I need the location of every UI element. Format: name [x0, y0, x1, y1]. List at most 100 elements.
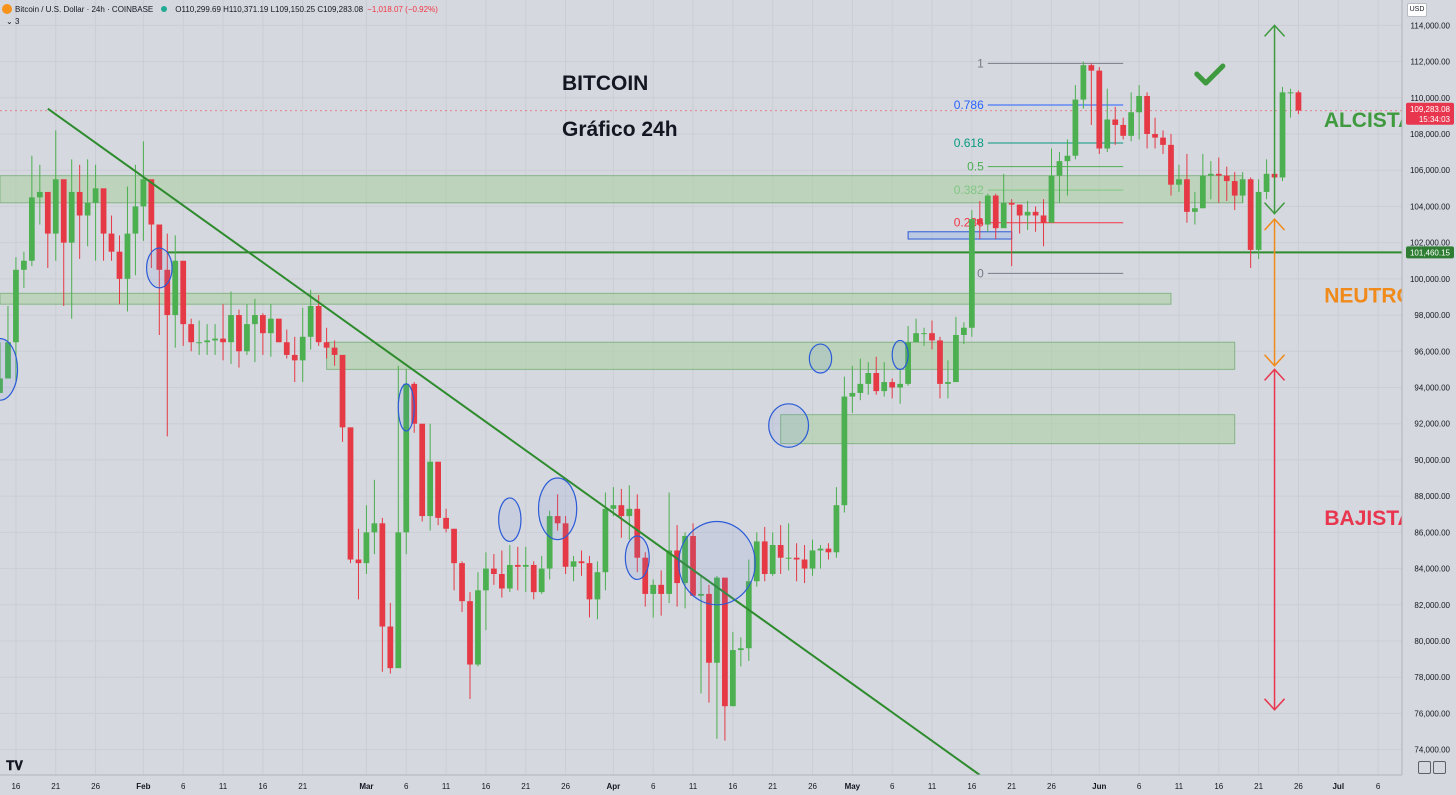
candle-down[interactable]	[116, 235, 123, 305]
candle-up[interactable]	[737, 637, 744, 667]
candle-down[interactable]	[1144, 92, 1150, 149]
candle-up[interactable]	[52, 130, 59, 261]
candle-up[interactable]	[650, 579, 657, 618]
range-arrow[interactable]	[1263, 368, 1286, 711]
symbol-title[interactable]: Bitcoin / U.S. Dollar · 24h · COINBASE	[15, 4, 154, 14]
candle-up[interactable]	[483, 552, 489, 631]
range-arrow[interactable]	[1263, 217, 1286, 367]
candle-up[interactable]	[36, 164, 43, 225]
candle-down[interactable]	[164, 233, 171, 437]
candle-up[interactable]	[1000, 173, 1007, 229]
candle-up[interactable]	[252, 298, 258, 363]
candle-up[interactable]	[172, 235, 179, 348]
candle-down[interactable]	[761, 526, 768, 582]
candle-down[interactable]	[618, 488, 625, 538]
candle-down[interactable]	[387, 602, 394, 674]
candle-down[interactable]	[1247, 177, 1254, 268]
support-zone[interactable]	[0, 292, 1172, 305]
candle-up[interactable]	[698, 575, 704, 694]
layout-left-icon[interactable]	[1418, 761, 1431, 774]
candle-up[interactable]	[1207, 161, 1214, 200]
candle-up[interactable]	[1080, 61, 1087, 109]
candle-up[interactable]	[809, 539, 816, 576]
candle-down[interactable]	[491, 554, 497, 585]
candle-down[interactable]	[180, 260, 187, 346]
candle-down[interactable]	[1120, 117, 1127, 140]
candle-down[interactable]	[1152, 117, 1158, 149]
candle-down[interactable]	[435, 461, 441, 526]
candle-down[interactable]	[777, 525, 784, 575]
candle-down[interactable]	[1184, 153, 1190, 223]
candle-up[interactable]	[371, 479, 378, 555]
price-axis[interactable]: 74,000.00 76,000.00 78,000.00 80,000.00 82,0…	[1401, 0, 1456, 795]
candle-down[interactable]	[562, 516, 569, 575]
candle-up[interactable]	[244, 304, 250, 355]
candle-down[interactable]	[825, 543, 832, 560]
candle-down[interactable]	[76, 164, 83, 259]
candle-up[interactable]	[897, 369, 904, 404]
candle-up[interactable]	[0, 342, 3, 393]
candle-up[interactable]	[913, 318, 919, 343]
range-arrow[interactable]	[1263, 24, 1286, 215]
candle-up[interactable]	[13, 257, 19, 383]
candle-down[interactable]	[1088, 63, 1095, 125]
candle-down[interactable]	[44, 191, 51, 268]
candle-up[interactable]	[1056, 152, 1063, 203]
candle-down[interactable]	[634, 494, 641, 573]
highlight-circle[interactable]	[624, 535, 650, 581]
candle-down[interactable]	[793, 543, 800, 582]
candle-down[interactable]	[467, 592, 473, 699]
candle-up[interactable]	[594, 561, 601, 620]
candle-down[interactable]	[554, 494, 561, 531]
candle-down[interactable]	[586, 555, 593, 618]
candle-down[interactable]	[1096, 66, 1103, 154]
candle-down[interactable]	[331, 340, 338, 366]
candle-down[interactable]	[578, 550, 585, 576]
candle-down[interactable]	[658, 570, 665, 616]
candle-up[interactable]	[953, 316, 959, 383]
candle-down[interactable]	[236, 309, 242, 368]
candle-up[interactable]	[729, 631, 736, 707]
time-axis[interactable]: 16 21 26 Feb 6 11 16 21 Mar 6 11 16 21 26 Apr 6 11 16 21 26…	[0, 774, 1402, 795]
candle-up[interactable]	[267, 304, 274, 357]
candle-up[interactable]	[1072, 85, 1079, 160]
candle-down[interactable]	[355, 528, 362, 600]
candle-down[interactable]	[1112, 106, 1119, 145]
highlight-circle[interactable]	[0, 338, 19, 401]
candle-down[interactable]	[937, 336, 943, 399]
candle-down[interactable]	[1040, 199, 1047, 247]
candle-down[interactable]	[530, 561, 537, 600]
candle-up[interactable]	[857, 358, 864, 401]
candle-up[interactable]	[570, 555, 577, 582]
candle-up[interactable]	[968, 210, 975, 337]
candle-down[interactable]	[498, 550, 505, 598]
candle-down[interactable]	[260, 313, 266, 355]
candle-down[interactable]	[459, 561, 465, 613]
candle-down[interactable]	[283, 329, 290, 359]
candle-up[interactable]	[1263, 159, 1270, 200]
highlight-circle[interactable]	[768, 403, 810, 448]
candle-up[interactable]	[21, 251, 27, 288]
highlight-circle[interactable]	[537, 477, 578, 541]
candle-up[interactable]	[1287, 88, 1294, 118]
candle-up[interactable]	[546, 510, 553, 580]
candle-down[interactable]	[992, 193, 999, 240]
candle-down[interactable]	[1008, 199, 1015, 267]
candle-down[interactable]	[1215, 157, 1222, 203]
highlight-circle[interactable]	[397, 383, 415, 432]
candle-down[interactable]	[291, 336, 298, 383]
candle-up[interactable]	[817, 545, 824, 569]
candle-up[interactable]	[427, 423, 434, 531]
candle-up[interactable]	[1192, 191, 1198, 225]
candle-down[interactable]	[976, 200, 983, 240]
symbol-header[interactable]: Bitcoin / U.S. Dollar · 24h · COINBASE O…	[2, 2, 438, 16]
candle-down[interactable]	[929, 320, 935, 350]
candle-down[interactable]	[339, 354, 346, 442]
candle-up[interactable]	[602, 492, 609, 591]
candle-up[interactable]	[945, 360, 951, 399]
candle-down[interactable]	[674, 525, 680, 607]
candle-down[interactable]	[690, 523, 696, 596]
candle-up[interactable]	[363, 505, 370, 575]
candle-up[interactable]	[626, 485, 633, 540]
candle-up[interactable]	[610, 487, 617, 517]
